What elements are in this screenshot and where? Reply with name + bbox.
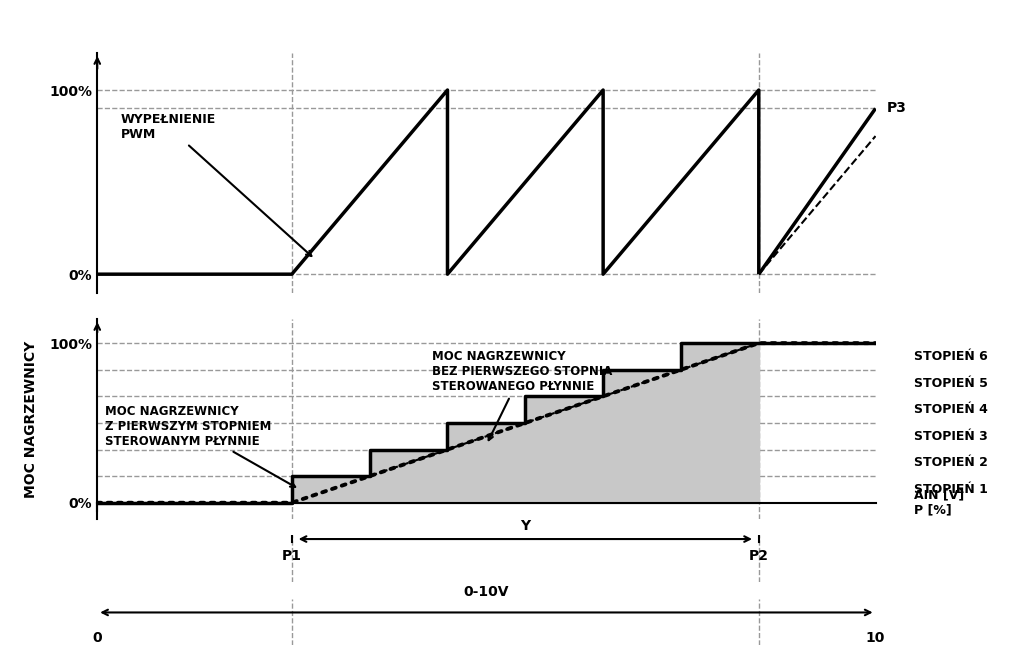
Y-axis label: MOC NAGRZEWNICY: MOC NAGRZEWNICY xyxy=(25,340,38,497)
Text: MOC NAGRZEWNICY
BEZ PIERWSZEGO STOPNIA
STEROWANEGO PŁYNNIE: MOC NAGRZEWNICY BEZ PIERWSZEGO STOPNIA S… xyxy=(432,350,612,440)
Text: STOPIEŃ 5: STOPIEŃ 5 xyxy=(914,376,988,390)
Text: STOPIEŃ 4: STOPIEŃ 4 xyxy=(914,403,988,416)
Polygon shape xyxy=(292,343,759,503)
Text: Y: Y xyxy=(520,519,530,533)
Text: STOPIEŃ 6: STOPIEŃ 6 xyxy=(914,350,988,363)
Text: 0: 0 xyxy=(92,631,102,645)
Text: P3: P3 xyxy=(887,102,907,116)
Text: 10: 10 xyxy=(866,631,885,645)
Text: WYPEŁNIENIE
PWM: WYPEŁNIENIE PWM xyxy=(121,113,311,256)
Text: AIN [V]
P [%]: AIN [V] P [%] xyxy=(914,489,965,517)
Text: STOPIEŃ 3: STOPIEŃ 3 xyxy=(914,430,988,443)
Text: P2: P2 xyxy=(749,549,769,563)
Text: STOPIEŃ 2: STOPIEŃ 2 xyxy=(914,456,988,469)
Text: STOPIEŃ 1: STOPIEŃ 1 xyxy=(914,483,988,496)
Text: MOC NAGRZEWNICY
Z PIERWSZYM STOPNIEM
STEROWANYM PŁYNNIE: MOC NAGRZEWNICY Z PIERWSZYM STOPNIEM STE… xyxy=(105,404,295,487)
Text: P1: P1 xyxy=(282,549,302,563)
Text: 0-10V: 0-10V xyxy=(464,585,509,598)
